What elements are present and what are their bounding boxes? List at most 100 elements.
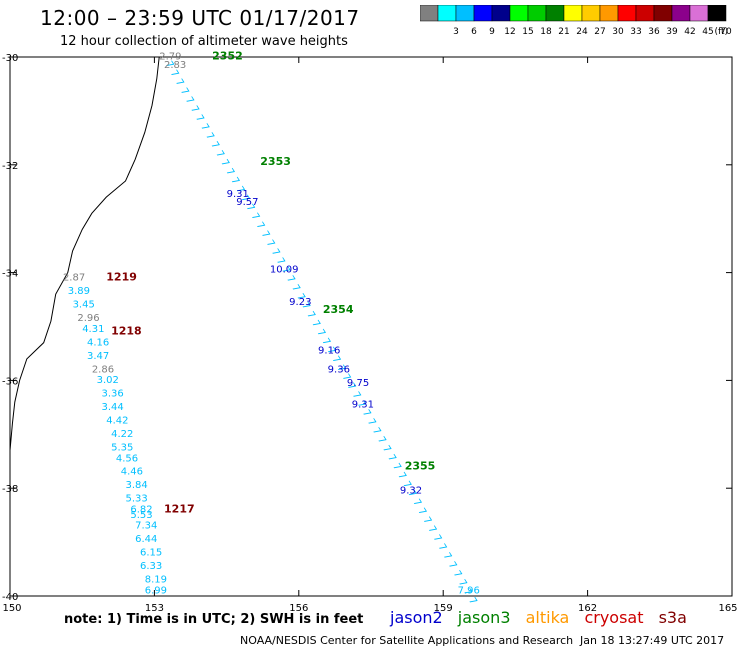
legend-tick-label: 45 [702,27,713,37]
swath-mark: 7 [304,310,317,321]
legend-tick-label: 27 [594,27,605,37]
legend-swatch [707,4,727,22]
swath-mark: 7 [365,417,378,428]
swh-label: 4.31 [82,324,104,335]
swh-label: 2.96 [77,313,99,324]
swh-label: 3.89 [68,286,90,297]
swh-label: 2.79 [159,52,181,63]
swath-mark: 7 [314,328,327,339]
swath-mark: 7 [198,122,211,133]
page-subtitle: 12 hour collection of altimeter wave hei… [60,34,348,49]
mission-jason2: jason2 [390,608,443,627]
swh-label: 3.84 [126,480,148,491]
mission-s3a: s3a [658,608,687,627]
swh-label: 2.86 [92,364,114,375]
swath-mark: 7 [188,104,201,115]
swh-label: 4.56 [116,453,138,464]
legend-tick-label: 3 [453,27,459,37]
swath-mark: 7 [395,471,408,482]
swh-label: 9.75 [347,378,369,389]
swath-mark: 7 [345,381,358,392]
swath-mark: 7 [249,211,262,222]
swh-label: 7.34 [135,521,157,532]
swath-mark: 7 [223,167,236,178]
swh-label: 9.32 [400,486,422,497]
lat-tick-label: -36 [2,376,18,387]
timestamp: Jan 18 13:27:49 UTC 2017 [580,634,725,647]
legend-tick-label: 18 [540,27,552,37]
swath-mark: 7 [340,372,353,383]
swh-label: 3.02 [97,375,119,386]
legend-tick-label: 39 [666,27,678,37]
lat-tick-label: -38 [2,484,18,495]
swh-label: 6.44 [135,534,157,545]
time-label: 2352 [212,50,243,63]
swath-mark: 7 [244,202,257,213]
swath-mark: 7 [461,587,474,598]
legend-tick-label: 12 [504,27,515,37]
swh-label: 9.23 [289,297,311,308]
swath-mark: 7 [415,506,428,517]
swh-label: 5.33 [126,494,148,505]
swh-label: 8.19 [145,575,167,586]
swath-mark: 7 [410,497,423,508]
swath-mark: 7 [420,515,433,526]
swath-mark: 7 [274,256,287,267]
swh-label: 5.53 [130,510,152,521]
swath-mark: 7 [254,220,267,231]
lon-tick-label: 156 [289,603,308,614]
swath-mark: 7 [441,551,454,562]
color-legend: 3 6 9 12 15 18 21 24 27 30 33 36 39 42 45 70 (ft) [419,4,738,43]
lat-tick-label: -34 [2,269,18,280]
swh-label: 6.99 [145,585,167,596]
legend-tick-label: 9 [489,27,495,37]
swh-label: 4.46 [121,467,143,478]
swh-label: 3.36 [101,389,123,400]
swath-mark: 7 [228,176,241,187]
swh-label: 6.33 [140,561,162,572]
swath-mark: 7 [380,444,393,455]
swath-mark: 7 [446,560,459,571]
swh-label: 4.16 [87,337,109,348]
mission-legend: jason2 jason3 altika cryosat s3a [390,608,697,627]
swath-mark: 7 [284,274,297,285]
swath-mark: 7 [163,59,176,70]
swath-mark: 7 [451,569,464,580]
time-label: 1217 [164,502,195,515]
lon-tick-label: 153 [145,603,164,614]
swath-mark: 7 [264,238,277,249]
lat-tick-label: -32 [2,161,18,172]
swh-label: 6.15 [140,548,162,559]
swh-label: 9.57 [236,197,258,208]
swath-mark: 7 [425,524,438,535]
legend-tick-label: 36 [648,27,660,37]
swath-mark: 7 [233,185,246,196]
legend-tick-label: 21 [558,27,569,37]
lat-tick-label: -40 [2,592,18,603]
swath-mark: 7 [405,488,418,499]
swh-label: 6.82 [130,504,152,515]
lon-tick-label: 165 [718,603,737,614]
swath-mark: 7 [360,408,373,419]
swath-mark: 7 [400,480,413,491]
swath-mark: 7 [335,363,348,374]
swath-mark: 7 [178,86,191,97]
swh-label: 7.96 [458,585,480,596]
credit-line: NOAA/NESDIS Center for Satellite Applica… [240,634,574,647]
swh-label: 9.31 [352,399,374,410]
swath-mark: 7 [193,113,206,124]
swath-mark: 7 [294,292,307,303]
swath-mark: 7 [385,453,398,464]
swath-mark: 7 [431,533,444,544]
swh-label: 9.31 [227,189,249,200]
swh-label: 9.16 [318,345,340,356]
map-frame [9,56,733,597]
coastline [9,56,160,451]
legend-tick-label: 15 [522,27,533,37]
swh-label: 10.09 [270,265,299,276]
swath-mark: 7 [279,265,292,276]
mission-jason3: jason3 [457,608,511,627]
time-label: 1219 [106,271,137,284]
legend-tick-label: 24 [576,27,588,37]
